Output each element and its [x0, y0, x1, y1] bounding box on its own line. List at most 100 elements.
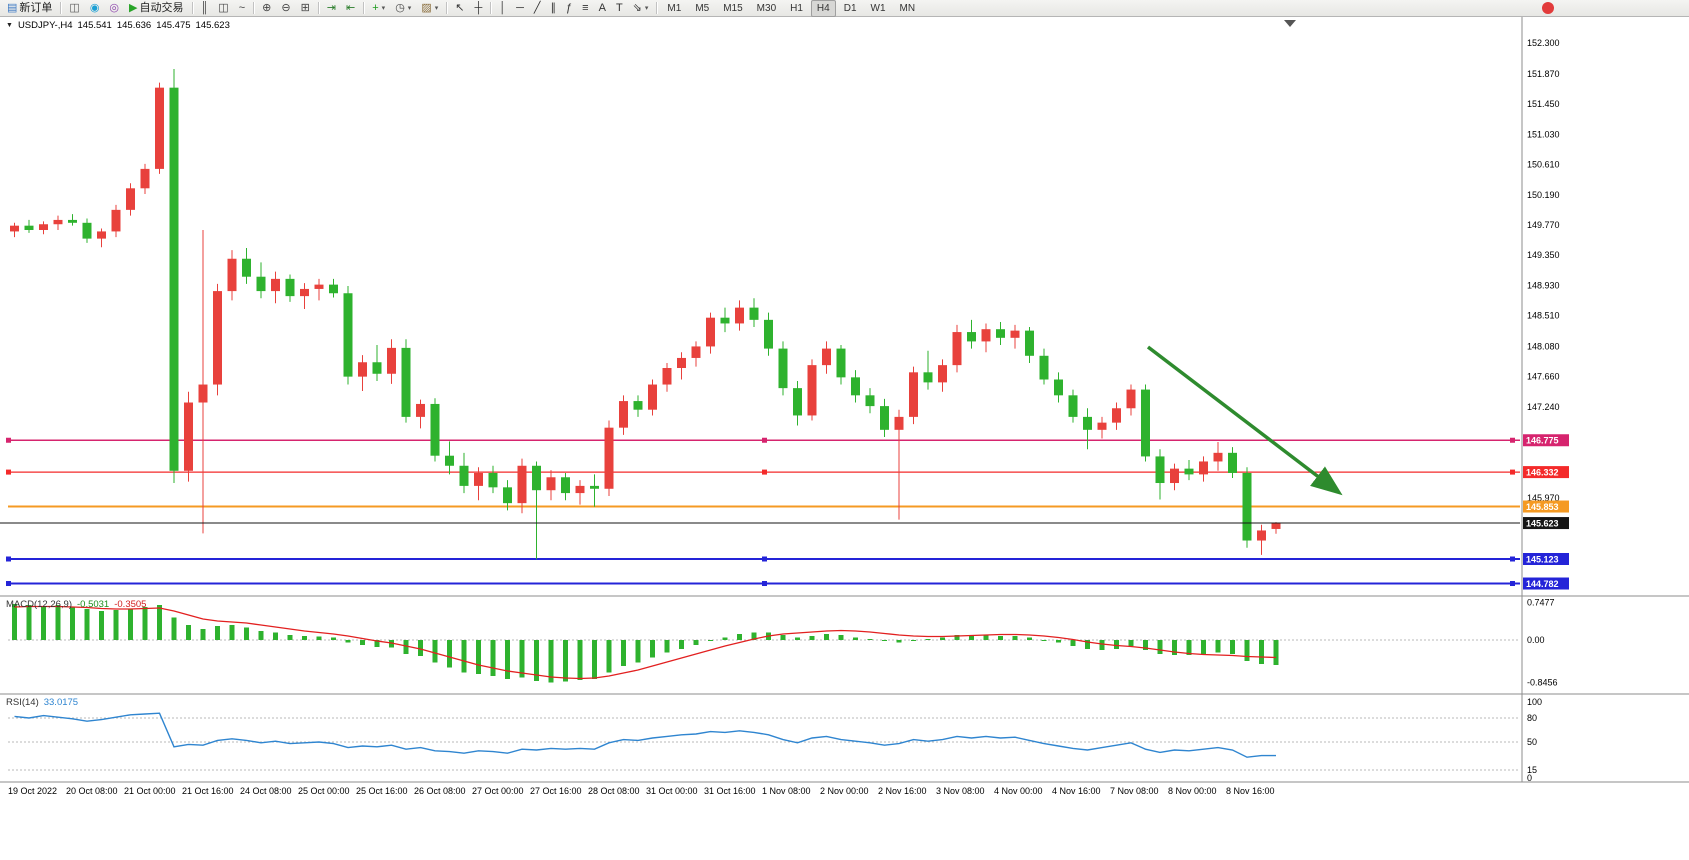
hline-144-782-handle[interactable] — [762, 581, 767, 587]
tile-windows-icon[interactable]: ⊞ — [297, 0, 314, 17]
trend-arrow[interactable] — [1146, 345, 1343, 496]
equidistant-channel-button[interactable]: ∥ — [547, 0, 561, 17]
macd-value: -0.5031 — [77, 599, 110, 610]
price-tick-label: 151.030 — [1527, 129, 1560, 139]
rsi-axis-label: 100 — [1527, 697, 1542, 707]
candle-body — [1126, 389, 1136, 409]
candle-body — [952, 332, 962, 366]
data-window-icon[interactable]: ◎ — [105, 0, 123, 17]
auto-scroll-icon[interactable]: ⇥ — [323, 0, 340, 17]
market-watch-icon[interactable]: ◉ — [86, 0, 104, 17]
macd-bar — [229, 625, 235, 640]
macd-bar — [1230, 640, 1235, 654]
chart-canvas[interactable]: 0.7477 0.00 -0.8456 100 80 50 150 152.300 151.87… — [0, 17, 1689, 860]
timeframe-h4-button[interactable]: H4 — [810, 0, 836, 17]
autotrading-button[interactable]: ▶ 自动交易 — [125, 0, 187, 17]
candle-body — [82, 222, 92, 239]
macd-bar — [925, 639, 931, 640]
candle-body — [1141, 389, 1150, 457]
zoom-out-icon[interactable]: ⊖ — [277, 0, 294, 17]
candle-body — [822, 348, 831, 366]
candle-body — [1271, 523, 1281, 529]
macd-bar — [171, 617, 177, 640]
hline-145-123-tag — [1523, 552, 1569, 565]
timeframe-mn-button[interactable]: MN — [899, 2, 916, 14]
fibonacci-button[interactable]: ƒ — [562, 0, 576, 17]
hline-146-332-handle[interactable] — [6, 469, 11, 475]
macd-bar — [447, 640, 452, 668]
hline-146-775-handle[interactable] — [762, 437, 767, 443]
toolbar-separator — [191, 2, 193, 14]
chart-shift-icon-glyph: ⇤ — [346, 1, 356, 14]
timeframe-h1-button[interactable]: H1 — [790, 2, 803, 14]
macd-bar — [1143, 640, 1148, 650]
timeframe-m15-button[interactable]: M15 — [723, 2, 743, 14]
text-button[interactable]: A — [595, 0, 610, 17]
connection-status-icon[interactable] — [1542, 2, 1554, 14]
hline-146-332-handle[interactable] — [762, 469, 767, 475]
macd-bar — [1041, 640, 1047, 641]
time-axis-label: 4 Nov 16:00 — [1052, 786, 1101, 796]
chart-shift-marker[interactable] — [1284, 20, 1296, 27]
cursor-button[interactable]: ↖ — [451, 0, 468, 17]
macd-bar — [679, 640, 684, 649]
candle-body — [1097, 422, 1107, 430]
zoom-in-icon[interactable]: ⊕ — [258, 0, 275, 17]
hline-145-123-handle[interactable] — [1510, 556, 1515, 562]
toolbar-separator — [363, 2, 365, 14]
macd-bar — [258, 631, 264, 640]
timeframe-m1-button[interactable]: M1 — [667, 2, 682, 14]
candle-body — [140, 168, 150, 189]
candlestick-chart-icon[interactable]: ◫ — [214, 0, 232, 17]
crosshair-button[interactable]: ┼ — [470, 0, 486, 17]
new-order-button[interactable]: ▤ 新订单 — [3, 0, 56, 17]
macd-bar — [693, 640, 699, 645]
price-tick-label: 149.350 — [1527, 250, 1560, 260]
time-axis-label: 8 Nov 16:00 — [1226, 786, 1275, 796]
chart-header: ▼ USDJPY-,H4 145.541 145.636 145.475 145… — [6, 20, 230, 31]
templates-button[interactable]: ▨ ▾ — [417, 0, 442, 17]
vertical-line-button[interactable]: │ — [495, 0, 510, 17]
arrows-button[interactable]: ⇘ ▾ — [629, 0, 653, 17]
candle-body — [923, 372, 933, 383]
ohlc-collapse-icon[interactable]: ▼ — [6, 22, 13, 29]
macd-bar — [867, 639, 873, 640]
macd-bar — [432, 640, 438, 663]
macd-bar — [664, 640, 670, 653]
timeframe-m5-button[interactable]: M5 — [695, 2, 710, 14]
charts-grid-icon[interactable]: ◫ — [65, 0, 83, 17]
hline-146-775-handle[interactable] — [6, 437, 11, 443]
periods-button[interactable]: ◷ ▾ — [391, 0, 415, 17]
timeframe-m30-button[interactable]: M30 — [756, 2, 777, 14]
candle-body — [372, 362, 382, 374]
time-axis-label: 7 Nov 08:00 — [1110, 786, 1159, 796]
macd-bar — [128, 608, 133, 640]
hline-144-782-handle[interactable] — [6, 581, 11, 587]
timeframe-w1-button[interactable]: W1 — [870, 2, 886, 14]
chart-shift-icon[interactable]: ⇤ — [342, 0, 359, 17]
text-label-button[interactable]: T — [612, 0, 627, 17]
candle-body — [285, 278, 295, 297]
candle-body — [155, 87, 164, 169]
timeframe-d1-button[interactable]: D1 — [843, 2, 857, 14]
toolbar-separator — [446, 2, 448, 14]
candle-body — [416, 403, 425, 417]
trendline-button[interactable]: ╱ — [530, 0, 545, 17]
macd-bar — [621, 640, 626, 666]
bar-chart-icon[interactable]: ║ — [197, 0, 213, 17]
hline-146-775-handle[interactable] — [1510, 437, 1515, 443]
horizontal-line-button[interactable]: ─ — [512, 0, 528, 17]
rsi-value: 33.0175 — [43, 697, 79, 708]
indicators-button[interactable]: + ▾ — [368, 0, 389, 17]
candle-body — [24, 225, 34, 230]
hline-145-123-handle[interactable] — [762, 556, 767, 562]
hline-145-123-handle[interactable] — [6, 556, 11, 562]
price-tick-label: 150.190 — [1527, 190, 1560, 200]
levels-button[interactable]: ≡ — [578, 0, 592, 17]
candle-body — [343, 293, 353, 377]
line-chart-icon[interactable]: ~ — [235, 0, 249, 17]
macd-bar — [983, 635, 989, 640]
candle-body — [836, 348, 846, 378]
hline-144-782-handle[interactable] — [1510, 581, 1515, 587]
hline-146-332-handle[interactable] — [1510, 469, 1515, 475]
